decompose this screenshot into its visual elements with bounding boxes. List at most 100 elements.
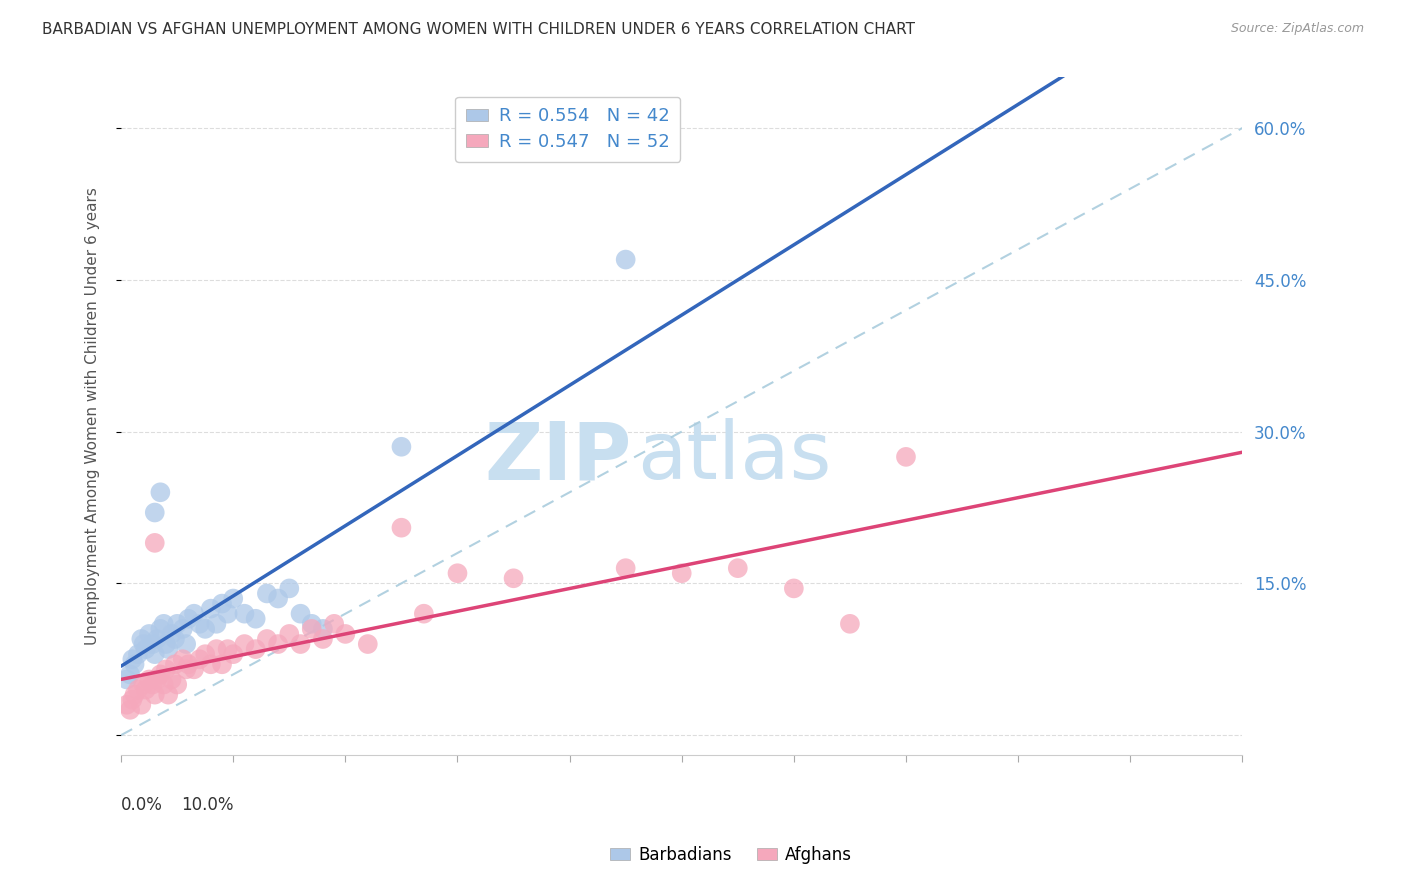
Point [172, 652, 194, 666]
Point [155, 662, 177, 676]
Point [127, 647, 149, 661]
Point [278, 627, 301, 641]
Point [671, 566, 693, 581]
Point [121, 692, 143, 706]
Point [132, 677, 155, 691]
Point [115, 698, 138, 712]
Point [278, 582, 301, 596]
Point [267, 637, 290, 651]
Point [143, 688, 166, 702]
Point [120, 667, 142, 681]
Point [312, 622, 335, 636]
Text: 0.0%: 0.0% [121, 796, 163, 814]
Point [135, 642, 157, 657]
Point [335, 627, 357, 641]
Point [138, 673, 160, 687]
Point [233, 637, 256, 651]
Point [177, 612, 200, 626]
Point [502, 571, 524, 585]
Point [120, 703, 142, 717]
Point [290, 607, 312, 621]
Point [245, 612, 267, 626]
Point [391, 521, 413, 535]
Point [200, 657, 222, 672]
Point [138, 627, 160, 641]
Point [301, 616, 323, 631]
Point [222, 647, 245, 661]
Point [838, 616, 860, 631]
Point [233, 607, 256, 621]
Point [146, 673, 169, 687]
Point [121, 652, 143, 666]
Point [149, 622, 172, 636]
Point [160, 673, 183, 687]
Point [152, 677, 174, 691]
Point [152, 616, 174, 631]
Point [177, 657, 200, 672]
Point [132, 637, 155, 651]
Point [149, 485, 172, 500]
Point [160, 627, 183, 641]
Point [217, 642, 239, 657]
Text: atlas: atlas [637, 418, 831, 496]
Point [183, 607, 205, 621]
Text: BARBADIAN VS AFGHAN UNEMPLOYMENT AMONG WOMEN WITH CHILDREN UNDER 6 YEARS CORRELA: BARBADIAN VS AFGHAN UNEMPLOYMENT AMONG W… [42, 22, 915, 37]
Point [205, 616, 228, 631]
Point [124, 657, 146, 672]
Point [143, 506, 166, 520]
Point [141, 677, 163, 691]
Point [149, 667, 172, 681]
Point [412, 607, 434, 621]
Point [200, 601, 222, 615]
Point [155, 637, 177, 651]
Point [127, 682, 149, 697]
Point [146, 632, 169, 646]
Legend: Barbadians, Afghans: Barbadians, Afghans [603, 839, 859, 871]
Point [783, 582, 806, 596]
Point [211, 657, 233, 672]
Text: Source: ZipAtlas.com: Source: ZipAtlas.com [1230, 22, 1364, 36]
Point [183, 662, 205, 676]
Point [301, 622, 323, 636]
Point [115, 673, 138, 687]
Text: ZIP: ZIP [484, 418, 631, 496]
Point [391, 440, 413, 454]
Point [256, 632, 278, 646]
Point [323, 616, 346, 631]
Point [157, 642, 180, 657]
Point [222, 591, 245, 606]
Point [188, 616, 211, 631]
Point [245, 642, 267, 657]
Point [124, 688, 146, 702]
Point [163, 657, 186, 672]
Point [194, 622, 217, 636]
Point [194, 647, 217, 661]
Point [141, 637, 163, 651]
Point [157, 688, 180, 702]
Point [446, 566, 468, 581]
Point [357, 637, 380, 651]
Point [131, 632, 153, 646]
Point [143, 647, 166, 661]
Point [135, 682, 157, 697]
Point [894, 450, 917, 464]
Point [166, 616, 188, 631]
Point [172, 622, 194, 636]
Point [131, 698, 153, 712]
Point [290, 637, 312, 651]
Point [727, 561, 749, 575]
Point [166, 677, 188, 691]
Point [188, 652, 211, 666]
Point [163, 632, 186, 646]
Y-axis label: Unemployment Among Women with Children Under 6 years: Unemployment Among Women with Children U… [86, 187, 100, 645]
Point [256, 586, 278, 600]
Text: 10.0%: 10.0% [181, 796, 233, 814]
Point [312, 632, 335, 646]
Legend: R = 0.554   N = 42, R = 0.547   N = 52: R = 0.554 N = 42, R = 0.547 N = 52 [456, 96, 681, 161]
Point [267, 591, 290, 606]
Point [205, 642, 228, 657]
Point [174, 662, 197, 676]
Point [211, 597, 233, 611]
Point [217, 607, 239, 621]
Point [174, 637, 197, 651]
